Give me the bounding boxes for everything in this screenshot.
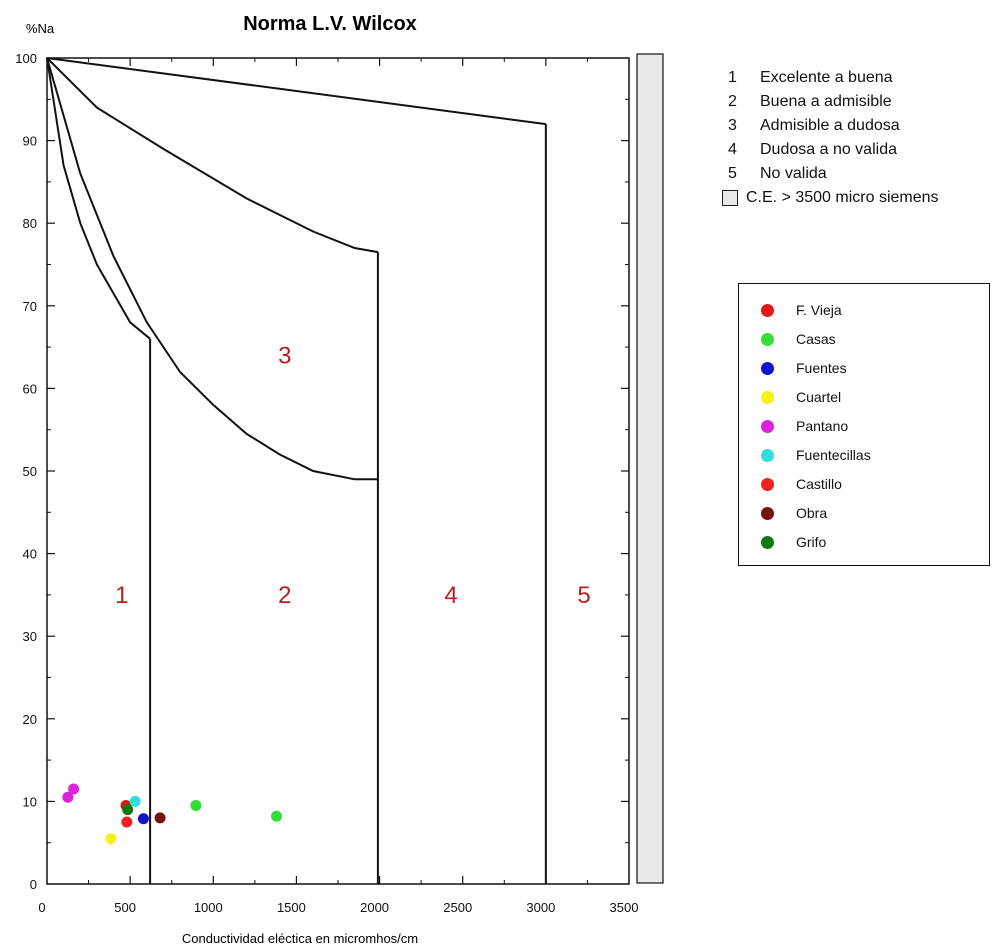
ce-note-label: C.E. > 3500 micro siemens	[746, 189, 939, 206]
boundary-curve-3-4	[46, 57, 379, 254]
legend-class-num: 2	[728, 93, 737, 110]
legend-class-num: 1	[728, 69, 737, 86]
y-tick-label: 20	[23, 712, 37, 727]
class-legend: 1 Excelente a buena 2 Buena a admisible …	[722, 66, 939, 210]
legend-class-label: Excelente a buena	[760, 69, 893, 86]
series-label: Castillo	[796, 476, 842, 492]
region-label: 1	[115, 582, 128, 609]
data-point	[105, 833, 117, 845]
series-legend-item: Castillo	[761, 474, 842, 494]
legend-class-num: 4	[728, 141, 737, 158]
series-legend-item: Fuentes	[761, 358, 847, 378]
boundary-line-4-5	[46, 57, 547, 126]
region-label: 2	[278, 582, 291, 609]
legend-class-label: Buena a admisible	[760, 93, 892, 110]
legend-class-4: 4 Dudosa a no valida	[722, 138, 939, 162]
legend-class-label: No valida	[760, 165, 827, 182]
series-swatch	[761, 332, 774, 346]
x-tick-label: 1500	[277, 900, 306, 915]
data-points	[62, 783, 282, 845]
x-tick-label: 0	[38, 900, 45, 915]
legend-class-1: 1 Excelente a buena	[722, 66, 939, 90]
series-legend-item: Cuartel	[761, 387, 841, 407]
series-legend-item: Casas	[761, 329, 836, 349]
series-legend-item: F. Vieja	[761, 300, 842, 320]
data-point	[68, 783, 80, 795]
legend-class-label: Dudosa a no valida	[760, 141, 897, 158]
data-point	[270, 810, 282, 822]
y-tick-label: 70	[23, 299, 37, 314]
x-tick-label: 1000	[194, 900, 223, 915]
series-swatch	[761, 390, 774, 404]
y-axis-label: %Na	[26, 21, 55, 36]
series-swatch	[761, 303, 774, 317]
series-label: Fuentes	[796, 360, 847, 376]
data-point	[122, 804, 134, 816]
x-axis-label: Conductividad eléctica en micromhos/cm	[182, 931, 418, 946]
series-swatch	[761, 361, 774, 375]
boundary-curve-2-3	[46, 57, 378, 481]
x-tick-label: 2000	[360, 900, 389, 915]
legend-class-num: 3	[728, 117, 737, 134]
data-point	[62, 791, 74, 803]
ce-over-limit-bar	[636, 53, 664, 884]
region-label: 5	[577, 582, 590, 609]
y-tick-label: 10	[23, 794, 37, 809]
y-tick-label: 30	[23, 629, 37, 644]
series-legend-item: Pantano	[761, 416, 848, 436]
series-legend: F. Vieja Casas Fuentes Cuartel Pantano Fuente…	[738, 283, 990, 566]
plot-frame	[46, 57, 630, 885]
boundary-curve-1-2	[46, 57, 151, 340]
x-tick-label: 3500	[610, 900, 639, 915]
legend-class-2: 2 Buena a admisible	[722, 90, 939, 114]
series-label: Pantano	[796, 418, 849, 434]
series-swatch	[761, 535, 774, 549]
legend-class-5: 5 No valida	[722, 162, 939, 186]
legend-ce-note: C.E. > 3500 micro siemens	[722, 186, 939, 210]
data-point	[137, 813, 149, 825]
x-tick-label: 500	[114, 900, 136, 915]
series-legend-item: Fuentecillas	[761, 445, 871, 465]
series-label: Cuartel	[796, 389, 842, 405]
data-point	[129, 795, 141, 807]
axis-ticks: 0 500 1000 1500 2000 2500 3000 3500 0 10 20 30 40 50 6…	[15, 51, 638, 915]
y-tick-label: 50	[23, 464, 37, 479]
legend-class-label: Admisible a dudosa	[760, 117, 900, 134]
region-label: 4	[444, 582, 457, 609]
legend-class-3: 3 Admisible a dudosa	[722, 114, 939, 138]
series-legend-item: Grifo	[761, 532, 826, 552]
y-tick-label: 80	[23, 216, 37, 231]
series-label: Casas	[796, 331, 836, 347]
series-swatch	[761, 419, 774, 433]
ce-swatch	[722, 190, 738, 206]
y-tick-label: 90	[23, 134, 37, 149]
y-tick-label: 0	[30, 877, 37, 892]
x-tick-label: 2500	[443, 900, 472, 915]
y-tick-label: 40	[23, 547, 37, 562]
class-boundaries	[46, 57, 547, 884]
y-tick-label: 60	[23, 381, 37, 396]
region-labels: 1 2 3 4 5	[115, 342, 591, 609]
series-label: Grifo	[796, 534, 827, 550]
data-point	[121, 816, 133, 828]
series-label: Obra	[796, 505, 828, 521]
y-tick-label: 100	[15, 51, 37, 66]
series-legend-item: Obra	[761, 503, 827, 523]
series-swatch	[761, 477, 774, 491]
series-swatch	[761, 506, 774, 520]
data-point	[154, 812, 166, 824]
region-label: 3	[278, 342, 291, 369]
x-tick-label: 3000	[526, 900, 555, 915]
series-label: F. Vieja	[796, 302, 842, 318]
legend-class-num: 5	[728, 165, 737, 182]
chart-title: Norma L.V. Wilcox	[243, 13, 417, 35]
series-label: Fuentecillas	[796, 447, 871, 463]
series-swatch	[761, 448, 774, 462]
data-point	[190, 800, 202, 812]
